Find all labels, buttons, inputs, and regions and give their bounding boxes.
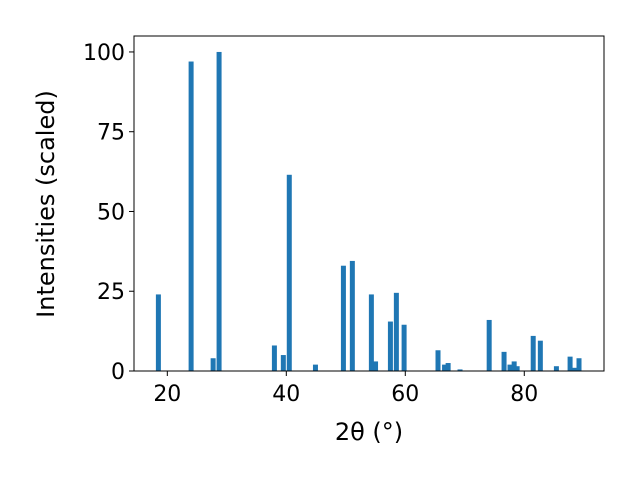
- bar: [312, 364, 318, 371]
- bar: [553, 366, 559, 371]
- bar: [442, 364, 448, 371]
- bar: [514, 366, 520, 371]
- bar: [286, 174, 292, 371]
- bar: [530, 335, 536, 371]
- y-tick-label: 25: [97, 280, 125, 305]
- bar: [368, 294, 374, 371]
- bar: [511, 361, 517, 371]
- bar: [373, 361, 379, 371]
- x-axis-label: 2θ (°): [335, 418, 403, 446]
- bar: [188, 61, 194, 372]
- bar: [271, 345, 277, 371]
- x-tick-label: 40: [272, 382, 300, 407]
- bar: [486, 319, 492, 371]
- bar: [571, 367, 577, 371]
- bar: [349, 260, 355, 371]
- y-tick-label: 75: [97, 121, 125, 146]
- x-tick-label: 80: [510, 382, 538, 407]
- bar: [457, 369, 463, 371]
- bar: [401, 324, 407, 371]
- bar: [216, 51, 222, 371]
- x-tick-label: 60: [391, 382, 419, 407]
- bar: [537, 340, 543, 371]
- bar: [445, 363, 451, 371]
- bar: [393, 292, 399, 371]
- bar: [567, 356, 573, 371]
- y-tick-label: 100: [83, 41, 125, 66]
- y-tick-label: 50: [97, 200, 125, 225]
- bar: [155, 294, 161, 371]
- bar: [507, 364, 513, 371]
- y-tick-label: 0: [111, 360, 125, 385]
- x-tick-label: 20: [153, 382, 181, 407]
- plot-frame: [133, 35, 605, 372]
- bar: [387, 321, 393, 371]
- y-axis-label: Intensities (scaled): [32, 90, 60, 318]
- bar: [576, 358, 582, 371]
- bar: [280, 355, 286, 371]
- bar: [340, 265, 346, 371]
- bar: [210, 358, 216, 371]
- bar: [501, 351, 507, 371]
- bar: [435, 350, 441, 371]
